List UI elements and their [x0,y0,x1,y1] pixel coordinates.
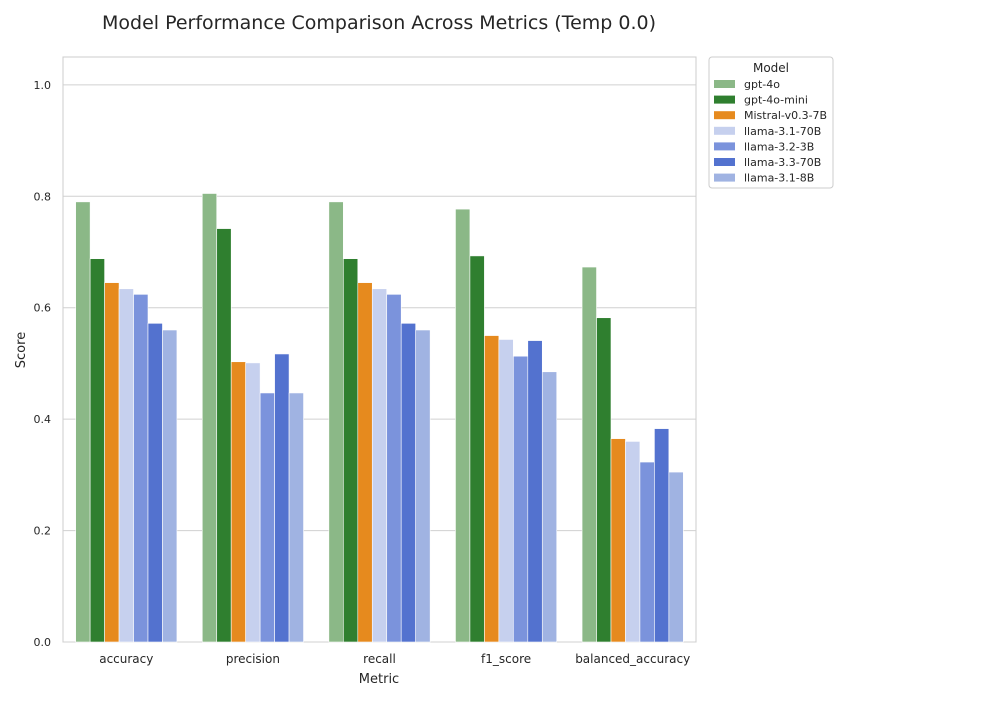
bar-mistral-v0-3-7b-balanced-accuracy [610,438,626,643]
bar-llama-3-2-3b-precision [259,392,275,643]
legend-box [708,56,834,189]
legend: Model gpt-4o gpt-4o-mini Mistral-v0.3-7B ll… [708,56,834,189]
x-tick-label: recall [363,652,396,666]
bar-gpt-4o-mini-f1-score [469,255,485,643]
bar-llama-3-2-3b-balanced-accuracy [639,461,655,643]
legend-title: Model [753,61,789,75]
y-tick-label: 0.0 [34,636,52,649]
x-tick-label: accuracy [99,652,153,666]
bar-gpt-4o-balanced-accuracy [581,266,597,643]
bar-llama-3-3-70b-precision [274,353,290,643]
bar-llama-3-1-70b-precision [245,362,261,643]
bar-mistral-v0-3-7b-recall [357,282,373,643]
legend-swatch [714,95,735,104]
bar-llama-3-1-8b-accuracy [162,329,178,643]
bar-gpt-4o-accuracy [75,201,91,643]
bar-gpt-4o-mini-accuracy [89,258,105,643]
y-tick-label: 0.6 [34,302,52,315]
legend-label: gpt-4o-mini [744,94,808,107]
bars [75,193,684,643]
x-tick-label: f1_score [481,652,531,666]
legend-swatch [714,111,735,120]
bar-llama-3-3-70b-balanced-accuracy [654,428,670,643]
x-axis-label: Metric [359,672,399,687]
legend-label: llama-3.1-8B [744,172,814,185]
x-ticks: accuracy precision recall f1_score balanced_… [99,652,690,666]
legend-items: gpt-4o gpt-4o-mini Mistral-v0.3-7B llama-3.… [714,78,827,185]
x-tick-label: balanced_accuracy [575,652,690,666]
bar-gpt-4o-mini-recall [343,258,359,643]
bar-llama-3-1-8b-recall [415,329,431,643]
bar-llama-3-1-8b-precision [288,392,304,643]
legend-swatch [714,158,735,166]
bar-gpt-4o-precision [201,193,218,643]
legend-swatch [714,126,735,135]
y-tick-label: 0.8 [34,190,52,203]
bar-llama-3-1-70b-balanced-accuracy [625,441,641,643]
legend-label: gpt-4o [744,78,780,91]
legend-label: llama-3.3-70B [744,156,821,169]
legend-label: llama-3.2-3B [744,140,814,153]
y-tick-label: 0.2 [34,525,52,538]
bar-llama-3-2-3b-f1-score [513,355,529,643]
bar-llama-3-1-8b-balanced-accuracy [668,471,684,643]
bar-llama-3-3-70b-recall [400,323,416,643]
legend-swatch [714,142,735,151]
y-axis-label: Score [14,332,29,368]
bar-llama-3-3-70b-accuracy [147,323,163,643]
bar-gpt-4o-f1-score [455,208,471,643]
bar-mistral-v0-3-7b-precision [230,361,246,643]
y-ticks: 0.0 0.2 0.4 0.6 0.8 1.0 [34,79,52,649]
bar-gpt-4o-mini-precision [216,228,232,643]
bar-llama-3-1-70b-accuracy [118,288,134,643]
legend-swatch [714,173,735,182]
bar-gpt-4o-mini-balanced-accuracy [596,317,612,643]
y-tick-label: 0.4 [34,413,52,426]
bar-llama-3-2-3b-recall [386,294,402,643]
bar-llama-3-1-70b-recall [371,288,388,643]
bar-mistral-v0-3-7b-f1-score [484,335,500,643]
chart-title: Model Performance Comparison Across Metr… [102,12,656,34]
bar-mistral-v0-3-7b-accuracy [104,282,120,643]
bar-llama-3-1-70b-f1-score [498,339,514,643]
x-tick-label: precision [226,652,280,666]
bar-llama-3-2-3b-accuracy [133,294,149,643]
legend-swatch [714,80,735,88]
bar-llama-3-1-8b-f1-score [541,371,558,643]
legend-label: Mistral-v0.3-7B [744,109,827,122]
legend-label: llama-3.1-70B [744,125,821,138]
y-tick-label: 1.0 [34,79,52,92]
bar-gpt-4o-recall [328,201,344,643]
bar-llama-3-3-70b-f1-score [527,340,543,643]
